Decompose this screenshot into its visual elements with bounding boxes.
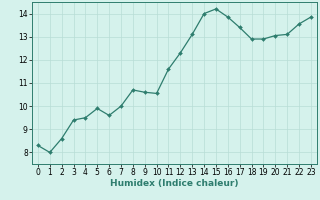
X-axis label: Humidex (Indice chaleur): Humidex (Indice chaleur) [110,179,239,188]
